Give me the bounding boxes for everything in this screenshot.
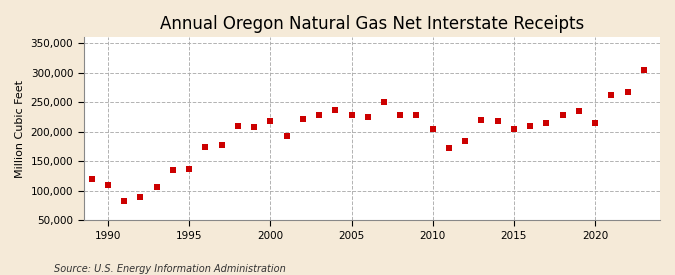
Point [622, 89, 633, 94]
Text: Source: U.S. Energy Information Administration: Source: U.S. Energy Information Administ… [54, 264, 286, 274]
Point [443, 146, 454, 150]
Point [167, 168, 178, 172]
Point [476, 118, 487, 122]
Point [151, 185, 162, 189]
Point [298, 117, 308, 121]
Point [314, 113, 325, 117]
Point [184, 167, 194, 171]
Point [135, 194, 146, 199]
Point [200, 144, 211, 149]
Point [557, 113, 568, 117]
Point [379, 100, 389, 104]
Point [362, 115, 373, 119]
Point [281, 134, 292, 138]
Point [492, 119, 503, 123]
Point [103, 183, 113, 187]
Point [574, 108, 585, 113]
Point [524, 124, 535, 128]
Point [119, 199, 130, 204]
Point [232, 124, 243, 128]
Point [606, 93, 617, 97]
Point [248, 125, 259, 129]
Point [508, 126, 519, 131]
Point [216, 142, 227, 147]
Point [330, 108, 341, 112]
Point [86, 177, 97, 181]
Point [639, 68, 649, 72]
Point [590, 121, 601, 125]
Point [460, 138, 470, 143]
Point [265, 119, 275, 123]
Y-axis label: Million Cubic Feet: Million Cubic Feet [15, 80, 25, 178]
Point [395, 113, 406, 117]
Point [427, 126, 438, 131]
Point [411, 113, 422, 117]
Point [541, 121, 551, 125]
Point [346, 113, 357, 117]
Title: Annual Oregon Natural Gas Net Interstate Receipts: Annual Oregon Natural Gas Net Interstate… [160, 15, 584, 33]
